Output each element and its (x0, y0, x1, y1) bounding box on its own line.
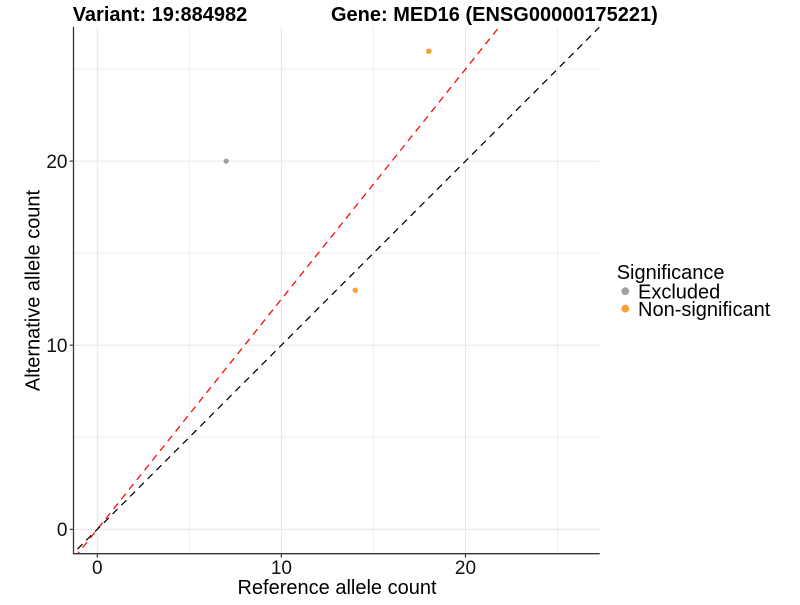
svg-text:0: 0 (57, 520, 68, 541)
svg-text:Variant: 19:884982: Variant: 19:884982 (73, 4, 248, 26)
svg-text:Non-significant: Non-significant (638, 299, 771, 321)
svg-text:Gene: MED16 (ENSG00000175221): Gene: MED16 (ENSG00000175221) (331, 4, 658, 26)
svg-text:20: 20 (46, 152, 67, 173)
svg-text:0: 0 (92, 558, 103, 579)
svg-text:10: 10 (271, 558, 292, 579)
svg-text:Alternative allele count: Alternative allele count (23, 189, 45, 391)
svg-text:Excluded: Excluded (638, 282, 720, 304)
svg-text:20: 20 (455, 558, 476, 579)
svg-text:Reference allele count: Reference allele count (237, 577, 436, 599)
svg-text:Significance: Significance (617, 262, 725, 284)
svg-text:10: 10 (46, 336, 67, 357)
